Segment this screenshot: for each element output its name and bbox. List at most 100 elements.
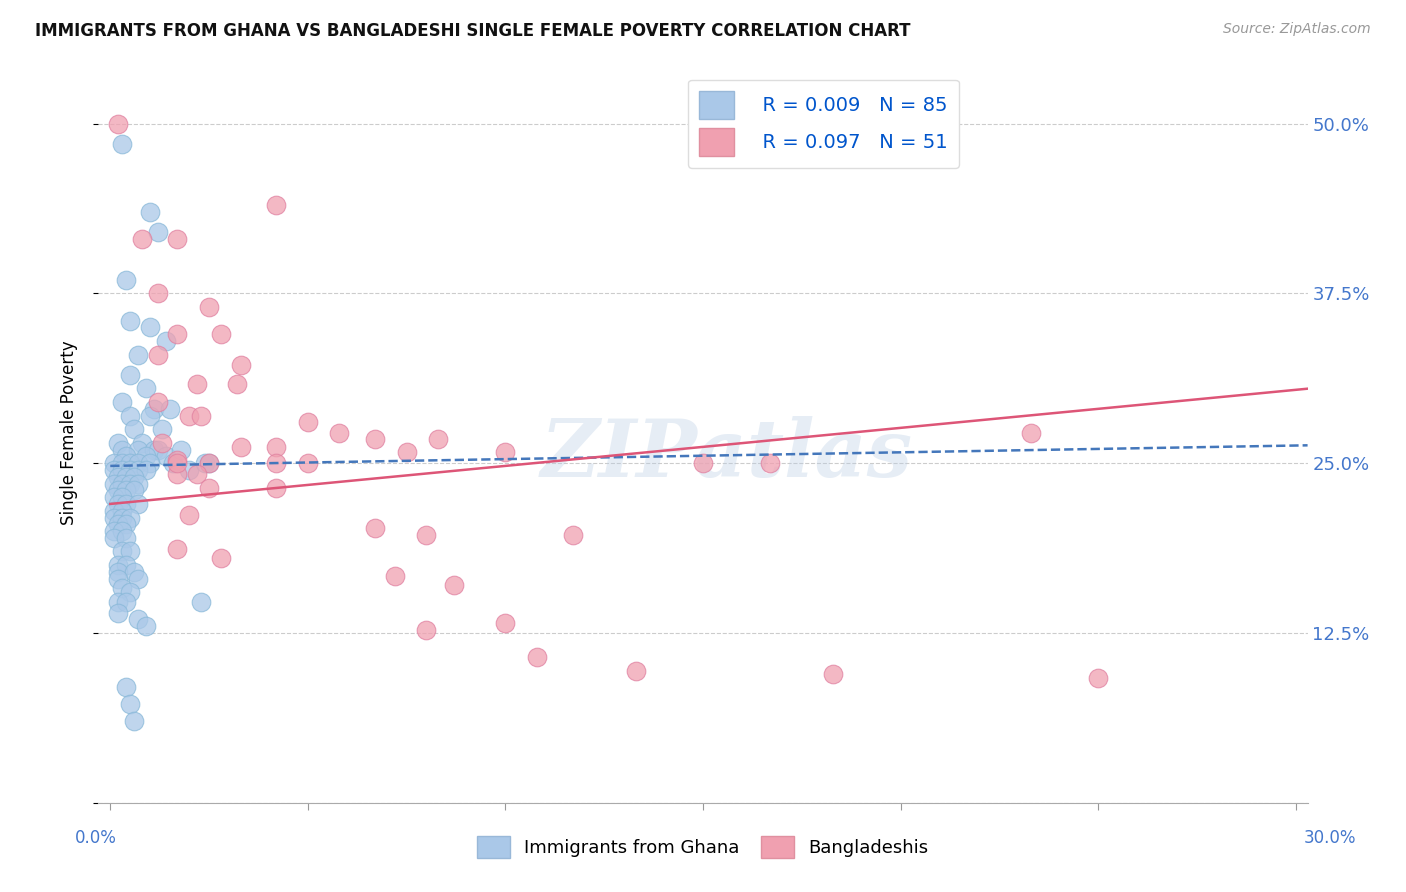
Point [135, 450, 157, 464]
Point [179, 409, 201, 423]
Point [118, 456, 141, 470]
Point [139, 409, 162, 423]
Point [166, 453, 188, 467]
Text: 0.0%: 0.0% [75, 829, 117, 847]
Text: IMMIGRANTS FROM GHANA VS BANGLADESHI SINGLE FEMALE POVERTY CORRELATION CHART: IMMIGRANTS FROM GHANA VS BANGLADESHI SIN… [35, 22, 911, 40]
Point [823, 666, 845, 681]
Point [107, 595, 129, 609]
Point [198, 456, 221, 470]
Point [107, 435, 129, 450]
Point [146, 225, 169, 239]
Point [103, 476, 125, 491]
Point [155, 450, 177, 464]
Point [103, 531, 125, 545]
Point [186, 377, 208, 392]
Point [198, 481, 221, 495]
Point [131, 232, 153, 246]
Point [103, 456, 125, 470]
Point [118, 313, 141, 327]
Point [111, 504, 134, 518]
Point [118, 697, 141, 711]
Point [127, 572, 149, 586]
Point [115, 681, 138, 695]
Point [139, 456, 162, 470]
Point [122, 422, 145, 436]
Point [111, 524, 134, 538]
Point [122, 565, 145, 579]
Point [139, 205, 162, 219]
Point [415, 528, 437, 542]
Point [364, 521, 387, 535]
Point [146, 442, 169, 457]
Point [103, 524, 125, 538]
Point [118, 544, 141, 558]
Point [179, 508, 201, 522]
Point [115, 497, 138, 511]
Point [146, 286, 169, 301]
Point [115, 450, 138, 464]
Point [186, 467, 208, 481]
Point [364, 432, 387, 446]
Point [111, 463, 134, 477]
Point [198, 456, 221, 470]
Point [127, 347, 149, 361]
Point [229, 359, 252, 373]
Point [107, 558, 129, 572]
Point [297, 456, 319, 470]
Point [166, 327, 188, 342]
Point [526, 650, 548, 665]
Point [264, 440, 287, 454]
Point [297, 416, 319, 430]
Point [179, 463, 201, 477]
Point [166, 467, 188, 481]
Point [142, 442, 165, 457]
Point [561, 528, 583, 542]
Text: Source: ZipAtlas.com: Source: ZipAtlas.com [1223, 22, 1371, 37]
Point [115, 483, 138, 498]
Point [103, 463, 125, 477]
Point [229, 440, 252, 454]
Point [194, 456, 217, 470]
Point [115, 531, 138, 545]
Point [111, 544, 134, 558]
Point [759, 456, 782, 470]
Point [150, 435, 173, 450]
Point [122, 483, 145, 498]
Point [415, 624, 437, 638]
Point [162, 456, 184, 470]
Point [115, 558, 138, 572]
Point [692, 456, 714, 470]
Point [111, 476, 134, 491]
Point [1087, 671, 1109, 685]
Point [427, 432, 450, 446]
Point [111, 581, 134, 595]
Point [107, 572, 129, 586]
Point [107, 517, 129, 532]
Point [190, 409, 212, 423]
Point [107, 565, 129, 579]
Point [118, 476, 141, 491]
Point [135, 463, 157, 477]
Point [155, 334, 177, 348]
Point [170, 442, 193, 457]
Point [103, 490, 125, 504]
Point [118, 368, 141, 382]
Point [198, 300, 221, 314]
Point [142, 401, 165, 416]
Point [111, 510, 134, 524]
Point [111, 442, 134, 457]
Point [107, 497, 129, 511]
Point [384, 569, 406, 583]
Point [395, 445, 418, 459]
Text: ZIPatlas: ZIPatlas [541, 416, 914, 493]
Point [122, 714, 145, 729]
Point [118, 585, 141, 599]
Point [118, 409, 141, 423]
Point [115, 273, 138, 287]
Point [127, 612, 149, 626]
Point [146, 395, 169, 409]
Point [209, 327, 232, 342]
Point [624, 664, 647, 678]
Point [107, 469, 129, 483]
Point [127, 497, 149, 511]
